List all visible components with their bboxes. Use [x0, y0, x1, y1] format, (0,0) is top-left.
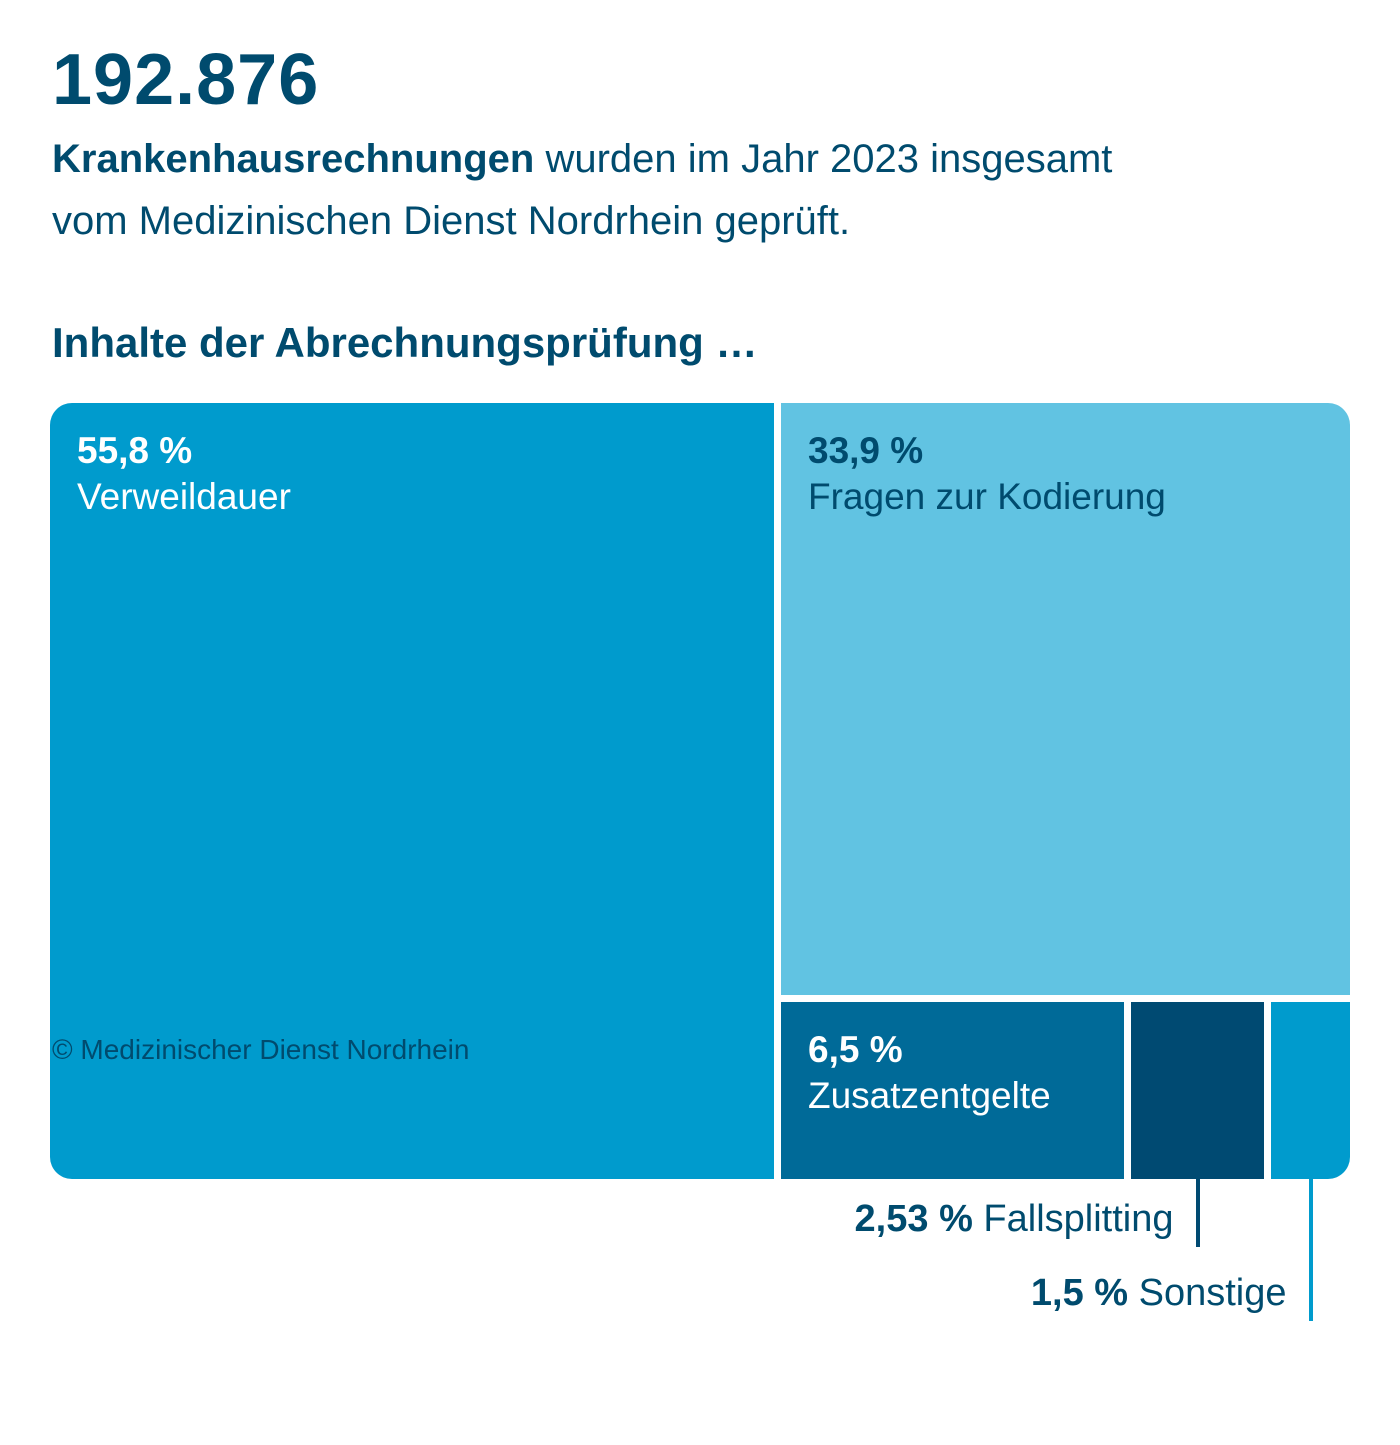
leader-line-fallsplitting — [1195, 1179, 1200, 1247]
subtitle-bold: Krankenhausrechnungen — [52, 137, 535, 181]
callout-fallsplitting: 2,53 % Fallsplitting — [855, 1197, 1174, 1243]
callout-sonstige: 1,5 % Sonstige — [1031, 1271, 1287, 1317]
treemap-chart: 55,8 % Verweildauer 33,9 % Fragen zur Kodie… — [50, 403, 1350, 1179]
subtitle: Krankenhausrechnungen wurden im Jahr 202… — [52, 128, 1352, 252]
callout-label: Fallsplitting — [972, 1198, 1174, 1240]
callout-label: Sonstige — [1128, 1272, 1287, 1314]
chart-title: Inhalte der Abrechnungsprüfung … — [52, 319, 758, 366]
tile-label: Verweildauer — [77, 476, 291, 517]
tile-value: 6,5 % — [808, 1029, 903, 1070]
subtitle-line2: vom Medizinischen Dienst Nordrhein geprü… — [52, 199, 851, 243]
treemap-tile-fragen-zur-kodierung: 33,9 % Fragen zur Kodierung — [781, 403, 1350, 995]
tile-label: Fragen zur Kodierung — [808, 476, 1166, 517]
tile-value: 55,8 % — [77, 430, 193, 471]
treemap-tile-sonstige — [1271, 1002, 1350, 1179]
tile-label: Zusatzentgelte — [808, 1075, 1051, 1116]
copyright: © Medizinischer Dienst Nordrhein — [52, 1034, 470, 1065]
treemap-tile-fallsplitting — [1131, 1002, 1264, 1179]
subtitle-rest: wurden im Jahr 2023 insgesamt — [545, 137, 1113, 181]
total-count: 192.876 — [52, 40, 320, 120]
callout-value: 2,53 % — [854, 1198, 973, 1240]
tile-value: 33,9 % — [808, 430, 924, 471]
treemap-tile-verweildauer: 55,8 % Verweildauer — [50, 403, 774, 1179]
leader-line-sonstige — [1308, 1179, 1313, 1321]
treemap-tile-zusatzentgelte: 6,5 % Zusatzentgelte — [781, 1002, 1124, 1179]
callout-value: 1,5 % — [1030, 1272, 1129, 1314]
